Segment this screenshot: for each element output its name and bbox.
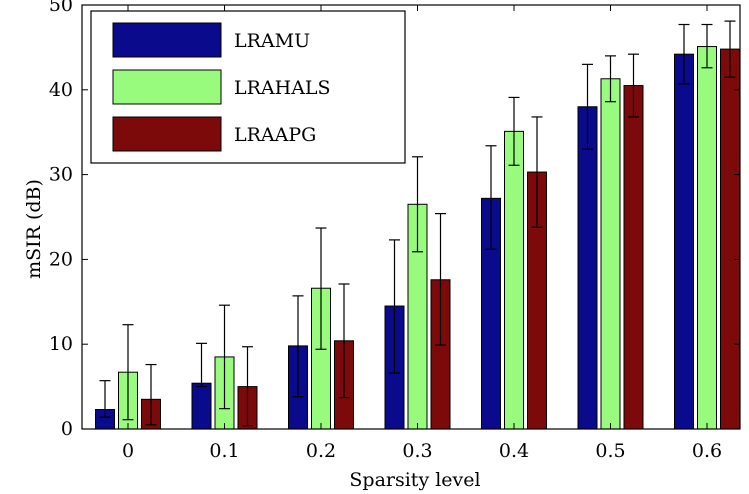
- error-bar-lrahals-6: [701, 23, 713, 69]
- x-tick-label-0: 0: [122, 440, 134, 462]
- legend-swatch-lramu: [112, 22, 222, 58]
- error-bar-lramu-4: [485, 145, 497, 250]
- x-axis-label: Sparsity level: [349, 469, 480, 491]
- y-tick-label-0: 0: [61, 418, 73, 440]
- y-tick-label-1: 10: [49, 333, 73, 355]
- error-bar-lraapg-3: [435, 213, 446, 346]
- error-bar-lramu-6: [678, 23, 690, 85]
- error-bar-lramu-0: [99, 380, 111, 418]
- bar-lrahals-5: [600, 78, 621, 430]
- bar-lrahals-4: [504, 130, 524, 430]
- error-bar-lramu-1: [196, 342, 207, 388]
- legend-swatch-lraapg: [112, 116, 222, 152]
- error-bar-lrahals-1: [219, 304, 230, 410]
- error-bar-lramu-2: [292, 295, 304, 398]
- error-bar-lraapg-5: [628, 53, 639, 118]
- bars-layer: [95, 20, 740, 430]
- y-tick-label-2: 20: [49, 248, 73, 270]
- legend-label-lramu: LRAMU: [234, 30, 310, 52]
- y-axis-label: mSIR (dB): [23, 179, 45, 279]
- bar-lrahals-6: [697, 46, 717, 430]
- y-tick-label-4: 40: [49, 79, 73, 101]
- y-tick-label-3: 30: [49, 164, 73, 186]
- x-tick-label-4: 0.4: [499, 440, 529, 462]
- bar-lramu-1: [191, 382, 212, 430]
- bar-lraapg-5: [623, 85, 644, 430]
- error-bar-lraapg-2: [338, 283, 350, 399]
- x-tick-label-1: 0.1: [209, 440, 239, 462]
- error-bar-lraapg-1: [242, 346, 253, 427]
- error-bar-lrahals-0: [122, 324, 134, 421]
- error-bar-lramu-5: [582, 63, 593, 150]
- legend-label-lrahals: LRAHALS: [234, 77, 331, 99]
- error-bar-lrahals-3: [412, 156, 423, 253]
- error-bar-lraapg-6: [724, 20, 736, 78]
- legend-swatch-lrahals: [112, 69, 222, 105]
- error-bar-lrahals-5: [605, 55, 616, 103]
- error-bar-lramu-3: [389, 239, 400, 374]
- bar-lramu-5: [577, 106, 598, 430]
- x-tick-label-2: 0.2: [306, 440, 336, 462]
- axes-layer: 0 10 20 30 40 50 0 0.1 0.2 0.3 0.4 0.5 0.6: [49, 0, 741, 462]
- x-tick-label-6: 0.6: [692, 440, 722, 462]
- x-tick-label-5: 0.5: [595, 440, 625, 462]
- bar-lramu-6: [674, 53, 694, 430]
- plot-frame: [81, 4, 741, 430]
- error-bar-lrahals-4: [508, 96, 520, 166]
- y-tick-label-5: 50: [49, 0, 73, 16]
- error-bar-lrahals-2: [315, 227, 327, 350]
- x-tick-label-3: 0.3: [402, 440, 432, 462]
- error-bar-lraapg-0: [145, 363, 157, 426]
- bar-lraapg-6: [720, 48, 740, 430]
- legend: LRAMU LRAHALS LRAAPG: [90, 10, 406, 164]
- error-bar-lraapg-4: [531, 116, 543, 228]
- legend-label-lraapg: LRAAPG: [234, 124, 316, 146]
